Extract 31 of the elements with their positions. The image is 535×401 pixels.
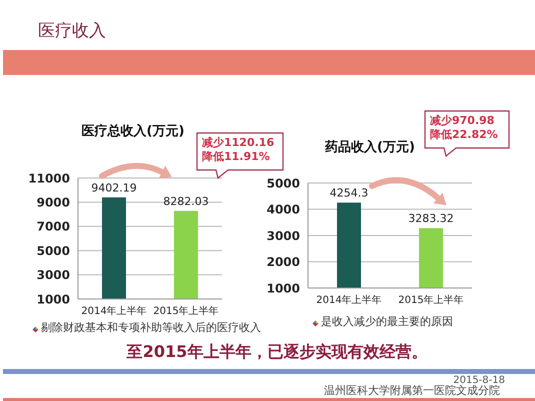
text: 温州医科大学附属第一医院文成分院: [324, 384, 500, 398]
text: 剔除财政基本和专项补助等收入后的医疗收入: [41, 321, 261, 334]
y-tick-label: 7000: [36, 220, 70, 234]
y-tick-label: 3000: [266, 228, 300, 243]
x-tick-label: 2015年上半年: [398, 294, 464, 306]
data-label: 9402.19: [91, 181, 137, 194]
y-tick-label: 4000: [266, 202, 300, 217]
text: 至2015年上半年，已逐步实现有效经营。: [126, 342, 428, 361]
chart-title: 药品收入(万元): [325, 140, 415, 156]
data-label: 3283.32: [408, 212, 454, 226]
x-tick-label: 2014年上半年: [81, 305, 147, 318]
text: 医疗收入: [38, 21, 106, 42]
chart-title: 医疗总收入(万元): [82, 124, 184, 140]
y-tick-label: 1000: [266, 281, 300, 296]
data-label: 8282.03: [163, 194, 209, 208]
text: 减少970.98: [430, 114, 494, 128]
text: 减少1120.16: [202, 136, 274, 150]
x-tick-label: 2014年上半年: [316, 294, 382, 306]
y-tick-label: 5000: [266, 176, 300, 190]
text: 降低11.91%: [202, 150, 270, 164]
y-tick-label: 1000: [36, 292, 70, 306]
y-tick-label: 11000: [28, 171, 70, 186]
text: 降低22.82%: [430, 128, 498, 142]
text: 是收入减少的最主要的原因: [321, 315, 453, 328]
data-label: 4254.3: [330, 186, 368, 200]
text: 2015-8-18: [453, 375, 505, 386]
y-tick-label: 5000: [36, 244, 70, 258]
y-tick-label: 3000: [36, 268, 70, 282]
x-tick-label: 2015年上半年: [153, 305, 219, 318]
y-tick-label: 2000: [266, 255, 300, 270]
y-tick-label: 9000: [36, 195, 70, 210]
